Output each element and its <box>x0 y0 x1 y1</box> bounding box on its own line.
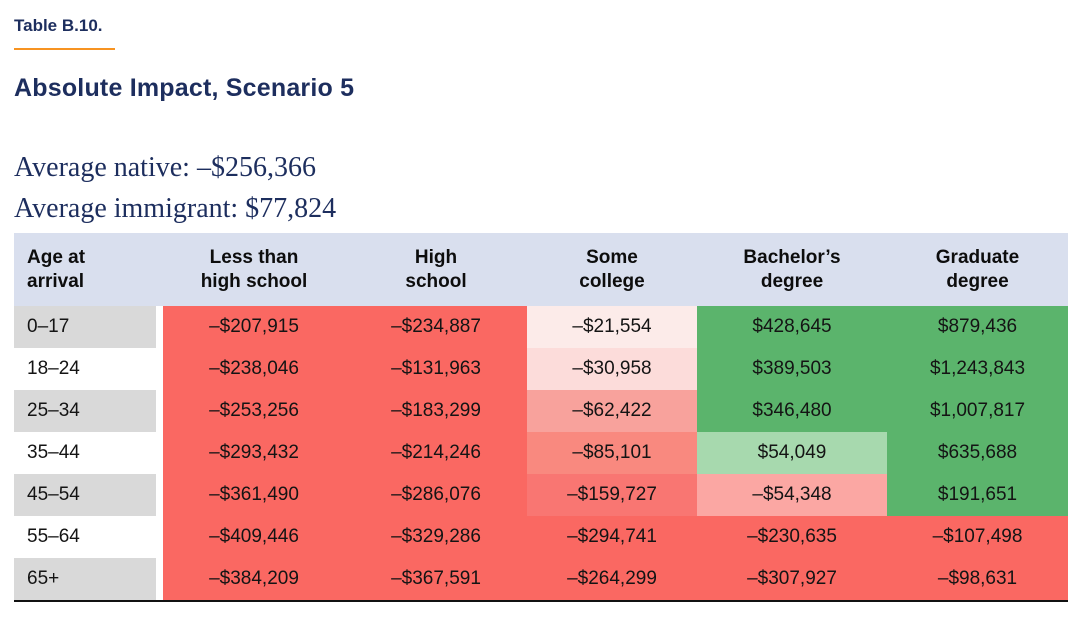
value-cell: –$54,348 <box>697 474 887 516</box>
value-cell: –$159,727 <box>527 474 697 516</box>
value-cell: –$183,299 <box>345 390 527 432</box>
row-label: 35–44 <box>14 432 163 474</box>
value-cell: $54,049 <box>697 432 887 474</box>
col-header-label: Some college <box>579 246 645 292</box>
row-label: 55–64 <box>14 516 163 558</box>
value-cell: $428,645 <box>697 306 887 348</box>
col-header-graduate-degree: Graduate degree <box>887 233 1068 306</box>
value-cell: $1,007,817 <box>887 390 1068 432</box>
value-cell: $389,503 <box>697 348 887 390</box>
col-header-less-than-high-school: Less than high school <box>163 233 345 306</box>
value-cell: –$264,299 <box>527 558 697 600</box>
value-cell: –$230,635 <box>697 516 887 558</box>
value-cell: –$214,246 <box>345 432 527 474</box>
value-cell: –$131,963 <box>345 348 527 390</box>
value-cell: $191,651 <box>887 474 1068 516</box>
report-page: Table B.10. Absolute Impact, Scenario 5 … <box>14 16 1068 602</box>
average-immigrant-line: Average immigrant: $77,824 <box>14 193 337 224</box>
col-header-label: High school <box>405 246 467 292</box>
value-cell: –$238,046 <box>163 348 345 390</box>
value-cell: –$286,076 <box>345 474 527 516</box>
average-native-line: Average native: –$256,366 <box>14 152 316 183</box>
value-cell: –$307,927 <box>697 558 887 600</box>
impact-table: Age at arrival Less than high school High s… <box>14 233 1068 602</box>
value-cell: $1,243,843 <box>887 348 1068 390</box>
col-header-label: Graduate degree <box>935 246 1020 292</box>
value-cell: –$98,631 <box>887 558 1068 600</box>
value-cell: –$234,887 <box>345 306 527 348</box>
page-title: Absolute Impact, Scenario 5 <box>14 74 355 102</box>
row-label: 18–24 <box>14 348 163 390</box>
summary-block: Average native: –$256,366 Average immigr… <box>14 147 1068 229</box>
col-header-age-at-arrival: Age at arrival <box>14 233 163 306</box>
value-cell: –$85,101 <box>527 432 697 474</box>
value-cell: –$294,741 <box>527 516 697 558</box>
col-header-label: Less than high school <box>200 246 308 292</box>
value-cell: –$329,286 <box>345 516 527 558</box>
value-cell: –$293,432 <box>163 432 345 474</box>
value-cell: $635,688 <box>887 432 1068 474</box>
value-cell: –$361,490 <box>163 474 345 516</box>
value-cell: –$30,958 <box>527 348 697 390</box>
value-cell: –$207,915 <box>163 306 345 348</box>
col-header-label: Bachelor’s degree <box>743 246 841 292</box>
value-cell: –$409,446 <box>163 516 345 558</box>
row-label: 45–54 <box>14 474 163 516</box>
value-cell: –$367,591 <box>345 558 527 600</box>
row-label: 25–34 <box>14 390 163 432</box>
value-cell: $346,480 <box>697 390 887 432</box>
value-cell: –$253,256 <box>163 390 345 432</box>
col-header-high-school: High school <box>345 233 527 306</box>
col-header-some-college: Some college <box>527 233 697 306</box>
value-cell: –$107,498 <box>887 516 1068 558</box>
row-label: 65+ <box>14 558 163 600</box>
value-cell: –$62,422 <box>527 390 697 432</box>
row-label: 0–17 <box>14 306 163 348</box>
col-header-bachelors-degree: Bachelor’s degree <box>697 233 887 306</box>
value-cell: –$21,554 <box>527 306 697 348</box>
table-label: Table B.10. <box>14 16 103 35</box>
col-header-label: Age at arrival <box>27 246 86 292</box>
title-rule <box>14 48 115 50</box>
value-cell: –$384,209 <box>163 558 345 600</box>
value-cell: $879,436 <box>887 306 1068 348</box>
